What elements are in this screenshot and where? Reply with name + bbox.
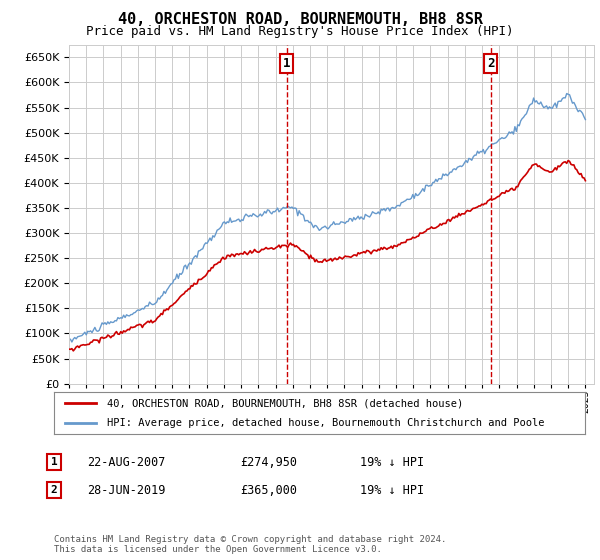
Text: 19% ↓ HPI: 19% ↓ HPI: [360, 483, 424, 497]
Text: HPI: Average price, detached house, Bournemouth Christchurch and Poole: HPI: Average price, detached house, Bour…: [107, 418, 545, 428]
Text: 40, ORCHESTON ROAD, BOURNEMOUTH, BH8 8SR: 40, ORCHESTON ROAD, BOURNEMOUTH, BH8 8SR: [118, 12, 482, 27]
Text: Contains HM Land Registry data © Crown copyright and database right 2024.
This d: Contains HM Land Registry data © Crown c…: [54, 535, 446, 554]
Text: 40, ORCHESTON ROAD, BOURNEMOUTH, BH8 8SR (detached house): 40, ORCHESTON ROAD, BOURNEMOUTH, BH8 8SR…: [107, 398, 463, 408]
Text: 1: 1: [283, 57, 290, 69]
Text: 22-AUG-2007: 22-AUG-2007: [87, 455, 166, 469]
Text: 2: 2: [50, 485, 58, 495]
Text: 28-JUN-2019: 28-JUN-2019: [87, 483, 166, 497]
Text: 2: 2: [487, 57, 494, 69]
Text: £365,000: £365,000: [240, 483, 297, 497]
Text: 1: 1: [50, 457, 58, 467]
Text: 19% ↓ HPI: 19% ↓ HPI: [360, 455, 424, 469]
Text: £274,950: £274,950: [240, 455, 297, 469]
Text: Price paid vs. HM Land Registry's House Price Index (HPI): Price paid vs. HM Land Registry's House …: [86, 25, 514, 38]
